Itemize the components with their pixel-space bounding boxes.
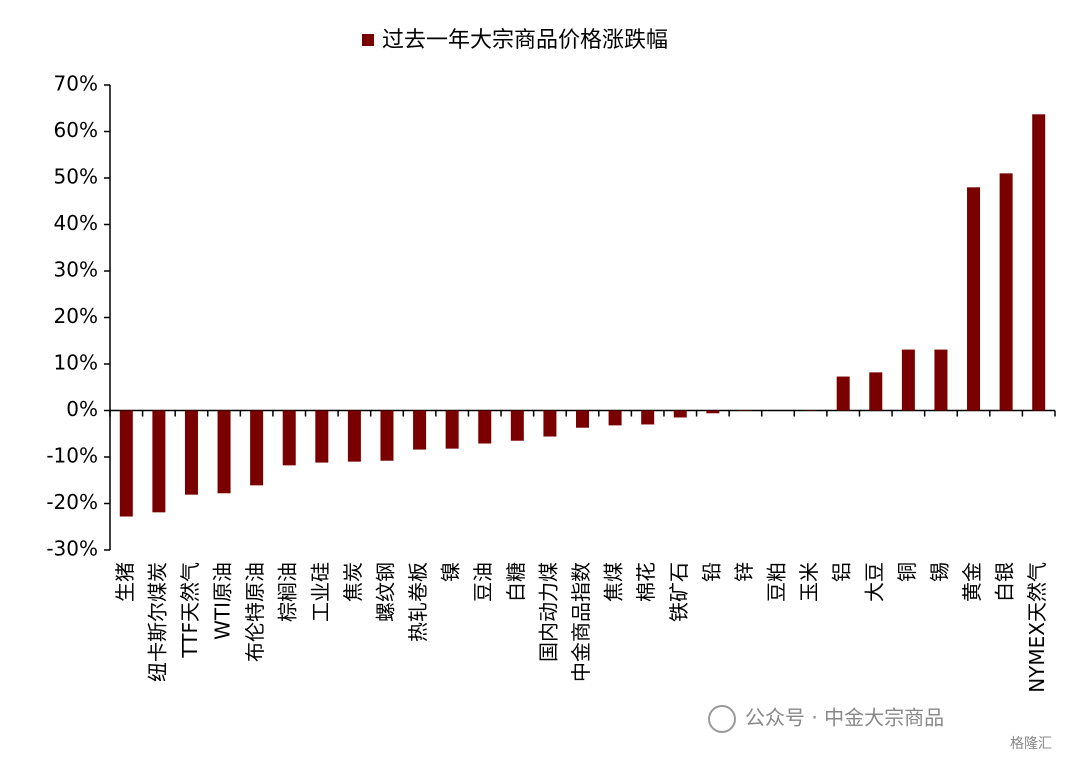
y-tick-label: -30% [46, 537, 98, 561]
x-tick-label: 铝 [830, 562, 854, 582]
bar [282, 410, 296, 466]
x-tick-label: 豆粕 [765, 562, 789, 602]
bar [152, 410, 166, 513]
x-tick-label: 国内动力煤 [536, 562, 560, 662]
x-tick-label: 热轧卷板 [406, 562, 430, 642]
x-tick-label: 白银 [993, 562, 1017, 602]
bar [576, 410, 589, 428]
bar [673, 410, 687, 418]
x-tick-label: 铅 [699, 562, 723, 582]
x-tick-label: 布伦特原油 [243, 562, 267, 662]
x-tick-label: 玉米 [797, 562, 821, 602]
bar [967, 187, 981, 411]
x-tick-label: 豆油 [471, 562, 495, 602]
bar [347, 410, 361, 462]
logo-text: 格隆汇 [1010, 736, 1052, 752]
watermark: 公众号 · 中金大宗商品 格隆汇 [708, 705, 1052, 752]
bar [184, 410, 198, 495]
bar [869, 372, 883, 411]
x-tick-label: 棉花 [634, 562, 658, 602]
bar [478, 410, 492, 444]
x-tick-label: WTI原油 [211, 562, 235, 640]
bar [1032, 114, 1046, 411]
x-tick-label: 锡 [927, 562, 951, 582]
bar [543, 410, 557, 437]
x-tick-label: 纽卡斯尔煤炭 [145, 562, 169, 682]
bar [510, 410, 524, 441]
bar [706, 410, 720, 414]
bar [315, 410, 329, 463]
x-tick-label: 焦煤 [602, 562, 626, 602]
y-tick-label: 70% [54, 72, 98, 96]
bar [836, 376, 850, 411]
y-tick-label: 60% [54, 118, 98, 142]
x-tick-label: 中金商品指数 [569, 562, 593, 682]
y-tick-label: 30% [54, 258, 98, 282]
bar [445, 410, 459, 449]
bar [934, 349, 948, 411]
y-tick-label: -20% [46, 490, 98, 514]
x-tick-label: 焦炭 [341, 562, 365, 602]
y-tick-label: -10% [46, 444, 98, 468]
y-tick-label: 50% [54, 165, 98, 189]
legend-label: 过去一年大宗商品价格涨跌幅 [382, 28, 668, 53]
y-tick-label: 0% [66, 397, 98, 421]
x-tick-label: 镍 [439, 562, 463, 582]
x-tick-label: NYMEX天然气 [1025, 562, 1049, 693]
bar [119, 410, 133, 517]
bar [999, 173, 1013, 411]
bar [641, 410, 655, 425]
x-tick-label: 棕榈油 [276, 562, 300, 622]
y-tick-label: 20% [54, 304, 98, 328]
x-tick-label: TTF天然气 [178, 562, 202, 659]
x-tick-label: 螺纹钢 [373, 562, 397, 622]
x-tick-label: 大豆 [862, 562, 886, 602]
watermark-icon [708, 705, 736, 733]
bar [380, 410, 394, 461]
bar [217, 410, 231, 494]
x-tick-label: 生猪 [113, 562, 137, 602]
x-tick-label: 工业硅 [308, 562, 332, 622]
bar [608, 410, 622, 426]
y-tick-label: 10% [54, 351, 98, 375]
x-tick-label: 锌 [732, 562, 756, 582]
legend-swatch [362, 34, 374, 46]
watermark-text: 公众号 · 中金大宗商品 [745, 706, 944, 730]
x-tick-label: 铁矿石 [667, 562, 691, 622]
bar [901, 349, 915, 411]
x-tick-label: 铜 [895, 562, 919, 582]
x-tick-label: 白糖 [504, 562, 528, 602]
bar [250, 410, 264, 486]
x-tick-label: 黄金 [960, 562, 984, 602]
bar [413, 410, 427, 450]
y-tick-label: 40% [54, 211, 98, 235]
